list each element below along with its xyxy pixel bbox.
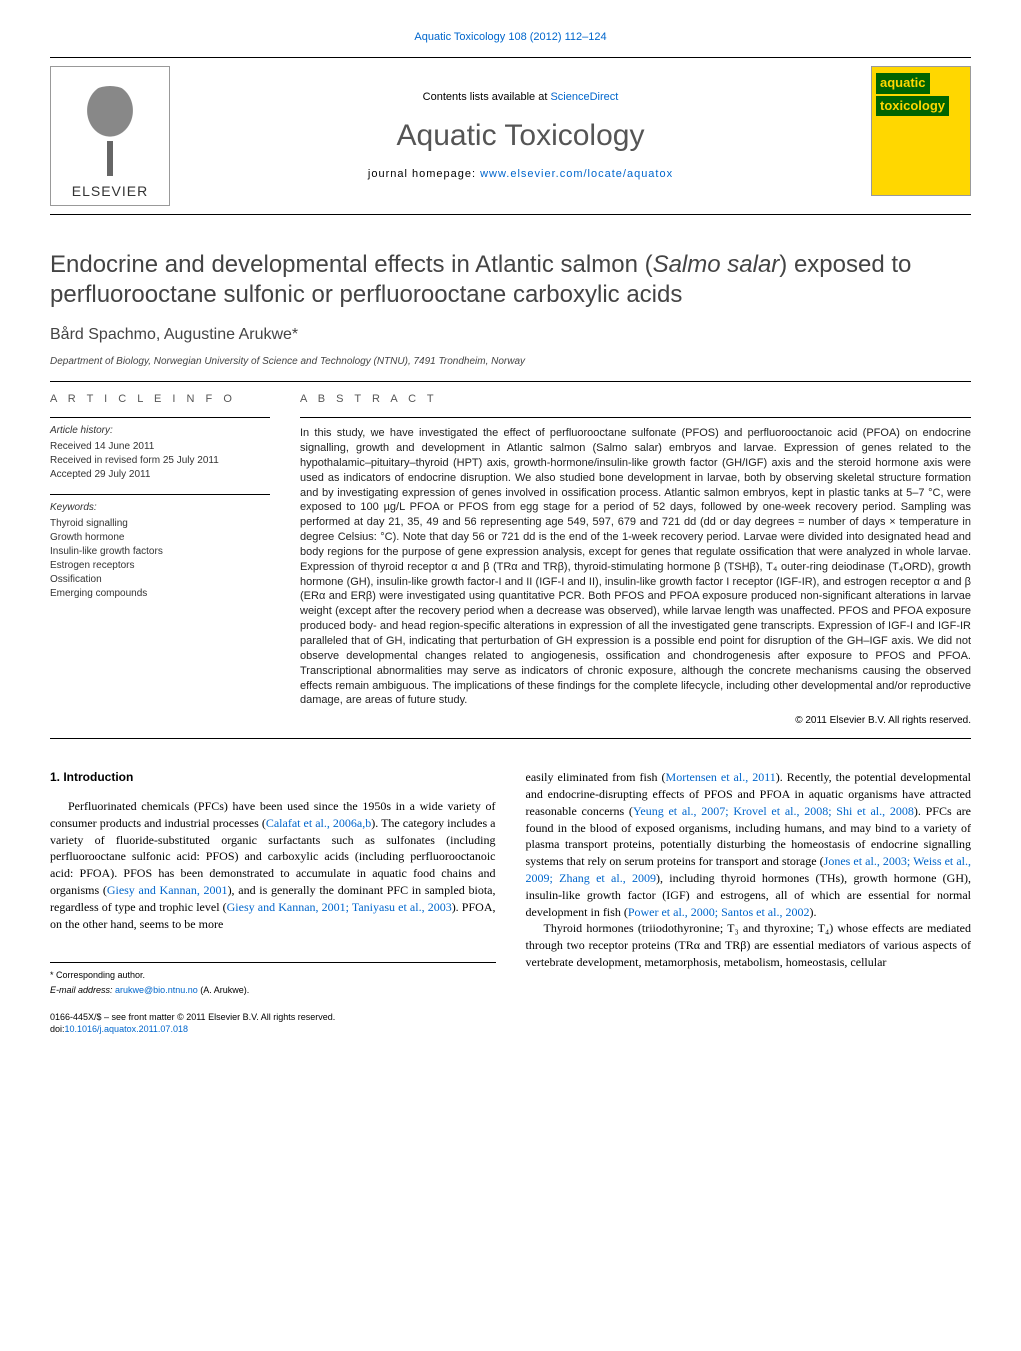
citation-link[interactable]: Giesy and Kannan, 2001; Taniyasu et al.,… [227,900,452,914]
keyword-item: Ossification [50,573,270,587]
homepage-prefix: journal homepage: [368,168,480,180]
article-title: Endocrine and developmental effects in A… [50,250,971,310]
keyword-item: Thyroid signalling [50,517,270,531]
abstract-text: In this study, we have investigated the … [300,417,971,708]
keyword-item: Growth hormone [50,531,270,545]
article-info-heading: A R T I C L E I N F O [50,392,270,407]
article-history-block: Article history: Received 14 June 2011 R… [50,417,270,482]
accepted-date: Accepted 29 July 2011 [50,468,270,482]
sciencedirect-link[interactable]: ScienceDirect [550,91,618,103]
section-heading-intro: 1. Introduction [50,769,496,786]
citation-link[interactable]: Giesy and Kannan, 2001 [107,883,228,897]
top-rule [50,57,971,58]
rule-above-info [50,381,971,382]
cover-title-1: aquatic [876,73,930,93]
journal-name: Aquatic Toxicology [170,115,871,157]
citation-link[interactable]: Mortensen et al., 2011 [666,770,776,784]
title-species: Salmo salar [653,251,780,278]
doi-line: doi:10.1016/j.aquatox.2011.07.018 [50,1023,496,1036]
corresponding-author: * Corresponding author. [50,969,496,982]
affiliation: Department of Biology, Norwegian Univers… [50,355,971,369]
keyword-item: Insulin-like growth factors [50,545,270,559]
homepage-line: journal homepage: www.elsevier.com/locat… [170,167,871,182]
intro-paragraph-1: Perfluorinated chemicals (PFCs) have bee… [50,798,496,932]
keyword-item: Emerging compounds [50,587,270,601]
contents-line: Contents lists available at ScienceDirec… [170,90,871,105]
abstract-column: A B S T R A C T In this study, we have i… [300,392,971,728]
doi-link[interactable]: 10.1016/j.aquatox.2011.07.018 [65,1024,188,1034]
keywords-label: Keywords: [50,501,270,515]
text-run: easily eliminated from fish ( [526,770,666,784]
intro-paragraph-2: Thyroid hormones (triiodothyronine; T₃ a… [526,920,972,970]
text-run: ). [809,905,816,919]
rule-below-abstract [50,738,971,739]
issn-line: 0166-445X/$ – see front matter © 2011 El… [50,1011,496,1024]
journal-ref-link[interactable]: Aquatic Toxicology 108 (2012) 112–124 [414,31,606,43]
citation-link[interactable]: Yeung et al., 2007; Krovel et al., 2008;… [633,804,914,818]
doi-prefix: doi: [50,1024,65,1034]
title-pre: Endocrine and developmental effects in A… [50,251,653,278]
journal-reference: Aquatic Toxicology 108 (2012) 112–124 [50,30,971,45]
publisher-logo: ELSEVIER [50,66,170,206]
cover-title-2: toxicology [876,96,949,116]
elsevier-tree-icon [70,86,150,176]
keywords-block: Keywords: Thyroid signalling Growth horm… [50,494,270,601]
body-column-left: 1. Introduction Perfluorinated chemicals… [50,769,496,1036]
contents-prefix: Contents lists available at [423,91,551,103]
article-info-column: A R T I C L E I N F O Article history: R… [50,392,270,728]
keyword-item: Estrogen receptors [50,559,270,573]
homepage-link[interactable]: www.elsevier.com/locate/aquatox [480,168,673,180]
header-center: Contents lists available at ScienceDirec… [170,66,871,206]
intro-paragraph-1-cont: easily eliminated from fish (Mortensen e… [526,769,972,920]
received-date: Received 14 June 2011 [50,440,270,454]
revised-date: Received in revised form 25 July 2011 [50,454,270,468]
abstract-copyright: © 2011 Elsevier B.V. All rights reserved… [300,714,971,728]
publisher-name: ELSEVIER [72,182,148,202]
citation-link[interactable]: Calafat et al., 2006a,b [266,816,371,830]
abstract-heading: A B S T R A C T [300,392,971,407]
bottom-meta: 0166-445X/$ – see front matter © 2011 El… [50,1011,496,1036]
email-suffix: (A. Arukwe). [198,985,250,995]
body-column-right: easily eliminated from fish (Mortensen e… [526,769,972,1036]
author-email-link[interactable]: arukwe@bio.ntnu.no [115,985,198,995]
journal-cover: aquatic toxicology [871,66,971,196]
history-label: Article history: [50,424,270,438]
body-columns: 1. Introduction Perfluorinated chemicals… [50,769,971,1036]
email-line: E-mail address: arukwe@bio.ntnu.no (A. A… [50,984,496,997]
email-label: E-mail address: [50,985,115,995]
header-row: ELSEVIER Contents lists available at Sci… [50,66,971,215]
footnotes: * Corresponding author. E-mail address: … [50,962,496,996]
info-abstract-row: A R T I C L E I N F O Article history: R… [50,392,971,728]
citation-link[interactable]: Power et al., 2000; Santos et al., 2002 [628,905,810,919]
authors: Bård Spachmo, Augustine Arukwe* [50,324,971,346]
